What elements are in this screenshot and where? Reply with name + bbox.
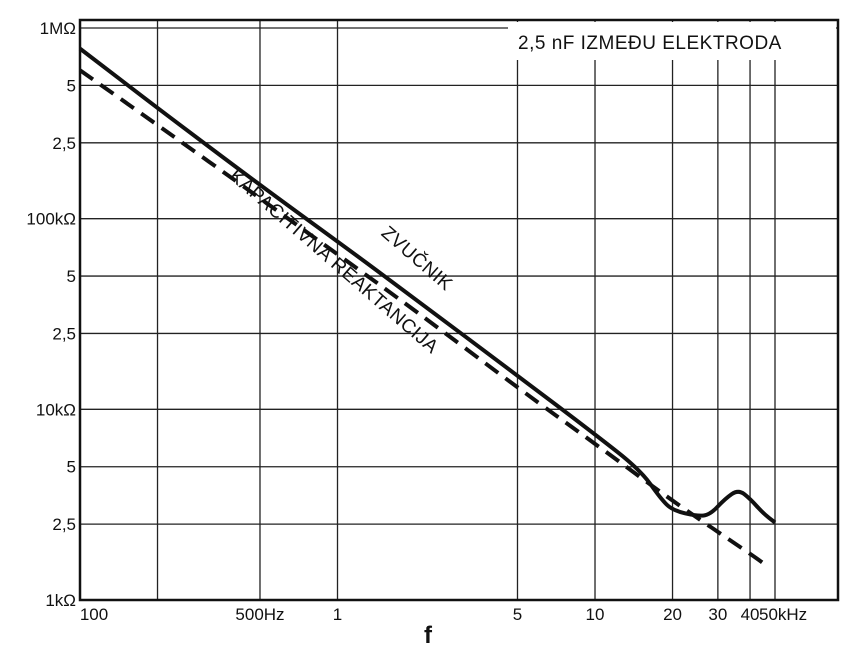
y-tick-label: 100kΩ	[26, 210, 76, 229]
x-tick-label: 100	[80, 605, 108, 624]
y-tick-label: 2,5	[52, 134, 76, 153]
x-tick-label: 40	[741, 605, 760, 624]
y-tick-label: 10kΩ	[36, 400, 76, 419]
y-tick-label: 5	[67, 267, 76, 286]
series-line-0	[78, 47, 777, 525]
title-box	[508, 22, 836, 60]
y-tick-label: 2,5	[52, 515, 76, 534]
x-tick-label: 20	[663, 605, 682, 624]
x-tick-label: 30	[708, 605, 727, 624]
y-tick-label: 5	[67, 76, 76, 95]
x-tick-label: 10	[586, 605, 605, 624]
y-tick-label: 5	[67, 458, 76, 477]
x-tick-label: 5	[513, 605, 522, 624]
grid-lines	[79, 20, 838, 601]
chart-title: 2,5 nF IZMEĐU ELEKTRODA	[518, 33, 782, 54]
x-tick-label: 50kHz	[759, 605, 807, 624]
plot-frame	[78, 18, 840, 602]
y-tick-label: 1MΩ	[40, 19, 76, 38]
series-label-zvucnik: ZVUČNIK	[377, 222, 457, 296]
series-layer	[78, 47, 777, 566]
x-tick-label: 1	[333, 605, 342, 624]
x-tick-label: 500Hz	[235, 605, 284, 624]
y-tick-label: 2,5	[52, 324, 76, 343]
x-tick-labels: 100 500Hz 1 5 10 20 30 40 50kHz	[80, 605, 807, 624]
y-tick-labels: 1kΩ 2,5 5 10kΩ 2,5 5 100kΩ 2,5 5 1MΩ	[26, 19, 76, 610]
x-axis-label: f	[424, 622, 433, 649]
series-line-1	[78, 68, 766, 566]
y-tick-label: 1kΩ	[45, 591, 76, 610]
